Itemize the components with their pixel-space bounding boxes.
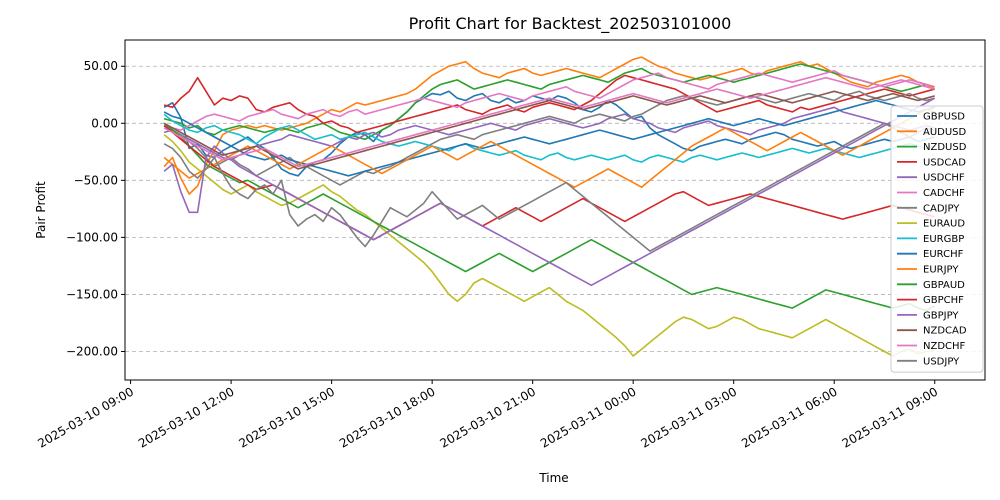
legend-entry-label: EURCHF <box>923 249 964 260</box>
legend-entry-label: EURJPY <box>923 265 959 276</box>
series-line-usdchf <box>163 106 935 161</box>
x-tick-label: 2025-03-10 09:00 <box>35 384 136 450</box>
series-line-eurchf <box>163 99 935 177</box>
x-tick-label: 2025-03-10 21:00 <box>438 384 539 450</box>
x-tick-label: 2025-03-10 15:00 <box>236 384 337 450</box>
legend-entry-label: NZDUSD <box>923 142 967 153</box>
x-tick-label: 2025-03-10 12:00 <box>136 384 237 450</box>
legend-entry-label: EURAUD <box>923 219 965 230</box>
legend-entry-label: CADCHF <box>923 188 965 199</box>
x-axis-ticks: 2025-03-10 09:00 2025-03-10 12:00 2025-03-… <box>35 380 940 451</box>
y-tick-label: 0.00 <box>91 116 118 130</box>
legend-entry-label: GBPAUD <box>923 280 965 291</box>
y-tick-label: −50.00 <box>74 173 118 187</box>
legend-box <box>890 105 984 373</box>
plot-frame <box>124 39 986 381</box>
series-line-eurjpy <box>163 108 935 188</box>
legend-entry-label: GBPUSD <box>923 112 965 123</box>
x-tick-label: 2025-03-11 00:00 <box>538 384 639 450</box>
x-tick-label: 2025-03-11 09:00 <box>840 384 941 450</box>
legend-entry-label: USDCAD <box>923 157 966 168</box>
legend-entry-label: EURGBP <box>923 234 964 245</box>
legend-entry-label: GBPCHF <box>923 295 964 306</box>
series-line-nzdchf <box>163 76 935 168</box>
series-line-euraud <box>163 134 935 357</box>
legend: GBPUSD AUDUSD NZDUSD USDCAD USDCHF CADCHF CADJ… <box>890 105 984 373</box>
x-tick-label: 2025-03-11 03:00 <box>639 384 740 450</box>
series-line-gbpjpy <box>163 97 936 287</box>
series-line-nzdcad <box>163 90 935 170</box>
y-tick-label: −150.00 <box>66 287 118 301</box>
series-line-eurgbp <box>163 113 935 163</box>
series-line-usdjpy <box>163 122 935 252</box>
y-tick-label: 50.00 <box>84 59 118 73</box>
legend-entry-label: USDJPY <box>923 356 960 367</box>
grid-lines <box>125 65 985 352</box>
series-line-nzdusd <box>163 63 936 141</box>
x-axis-label: Time <box>538 471 568 485</box>
legend-entry-label: GBPJPY <box>923 310 959 321</box>
series-line-cadchf <box>163 70 936 131</box>
x-tick-label: 2025-03-10 18:00 <box>337 384 438 450</box>
y-axis-label: Pair Profit <box>34 181 48 239</box>
x-tick-label: 2025-03-11 06:00 <box>739 384 840 450</box>
legend-entry-label: CADJPY <box>923 203 960 214</box>
y-axis-ticks: −200.00 −150.00 −100.00 −50.00 0.00 50.00 <box>66 59 125 358</box>
series-line-usdcad <box>163 74 935 134</box>
chart-title: Profit Chart for Backtest_202503101000 <box>409 14 732 34</box>
legend-entry-label: AUDUSD <box>923 127 967 138</box>
legend-entry-label: NZDCHF <box>923 341 966 352</box>
series-lines <box>163 56 936 357</box>
legend-entry-label: NZDCAD <box>923 326 967 337</box>
y-tick-label: −200.00 <box>66 344 118 358</box>
legend-entry-label: USDCHF <box>923 173 965 184</box>
y-tick-label: −100.00 <box>66 230 118 244</box>
